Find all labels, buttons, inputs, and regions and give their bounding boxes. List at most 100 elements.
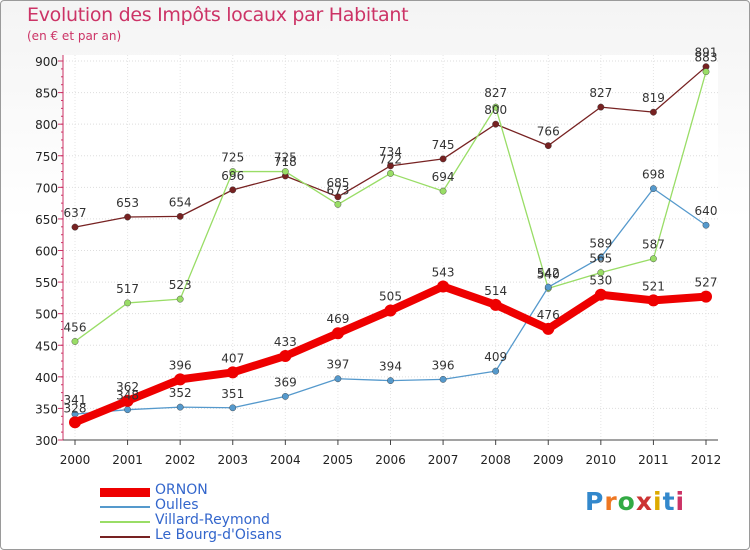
logo-letter: x (635, 487, 653, 516)
logo-letter: r (604, 487, 618, 516)
legend-label: Le Bourg-d'Oisans (155, 527, 282, 543)
data-point (279, 349, 292, 362)
x-tick-label: 2000 (60, 453, 91, 467)
data-label: 409 (484, 350, 507, 364)
data-label: 523 (169, 278, 192, 292)
data-point (121, 394, 134, 407)
data-point (71, 338, 79, 345)
y-tick-label: 550 (35, 276, 58, 290)
data-point (387, 170, 394, 177)
data-point (124, 299, 131, 307)
y-tick-label: 500 (35, 308, 58, 322)
data-label: 394 (379, 360, 402, 374)
data-label: 565 (589, 252, 612, 266)
data-point (69, 416, 81, 429)
x-tick-label: 2007 (428, 453, 459, 467)
data-labels: 328 362 396 407 433 469 505 543 514 476 530 521 527 3… (64, 46, 718, 416)
data-label: 396 (432, 358, 455, 372)
data-label: 725 (274, 151, 297, 165)
data-point (71, 223, 79, 231)
x-tick-label: 2004 (270, 453, 301, 467)
data-label: 456 (64, 320, 87, 334)
logo-letter: i (675, 487, 686, 516)
data-label: 521 (642, 279, 665, 293)
data-label: 637 (64, 206, 87, 220)
axes: 300 350 400 450 500 550 600 650 700 750 800 850 900 2… (35, 55, 721, 467)
x-tick-label: 2010 (586, 453, 617, 467)
x-tick-label: 2008 (480, 453, 511, 467)
data-label: 827 (484, 86, 507, 100)
data-point (229, 404, 237, 412)
proxiti-logo: Proxiti (585, 487, 685, 516)
data-label: 527 (695, 276, 718, 290)
data-point (492, 367, 500, 375)
logo-letter: t (662, 487, 676, 516)
data-label: 587 (642, 238, 665, 252)
data-label: 653 (116, 196, 139, 210)
data-point (226, 366, 239, 379)
data-label: 341 (64, 393, 87, 407)
data-point (544, 142, 552, 150)
data-label: 517 (116, 282, 139, 296)
y-tick-label: 600 (35, 245, 58, 259)
x-tick-label: 2011 (638, 453, 669, 467)
data-point (334, 375, 342, 383)
data-point (176, 295, 184, 303)
data-point (702, 221, 710, 229)
data-label: 673 (326, 183, 349, 197)
x-tick-label: 2006 (375, 453, 406, 467)
data-label: 589 (589, 236, 612, 250)
data-label: 543 (432, 266, 455, 280)
legend-label: ORNON (155, 482, 208, 498)
data-label: 694 (432, 170, 455, 184)
data-label: 505 (379, 290, 402, 304)
data-point (489, 298, 502, 311)
data-point (281, 168, 289, 175)
data-point (174, 373, 187, 386)
data-point (384, 304, 397, 317)
x-tick-label: 2003 (217, 453, 248, 467)
data-label: 883 (695, 51, 718, 65)
data-label: 722 (379, 152, 402, 166)
data-label: 745 (432, 138, 455, 152)
legend-swatch (100, 488, 150, 497)
data-point (124, 213, 131, 221)
x-tick-label: 2005 (323, 453, 354, 467)
data-point (650, 185, 657, 192)
data-label: 514 (484, 284, 507, 298)
data-label: 734 (379, 145, 402, 159)
data-label: 369 (274, 375, 297, 389)
data-label: 800 (484, 103, 507, 117)
y-tick-label: 650 (35, 213, 58, 227)
x-tick-label: 2009 (533, 453, 564, 467)
data-point (331, 327, 344, 340)
chart-title: Evolution des Impôts locaux par Habitant (27, 4, 409, 26)
data-label: 407 (221, 351, 244, 365)
series-layer (69, 63, 712, 429)
data-label: 433 (274, 335, 297, 349)
y-tick-label: 800 (35, 118, 58, 132)
y-tick-label: 700 (35, 181, 58, 195)
data-point (647, 294, 660, 307)
data-point (176, 403, 184, 411)
data-label: 725 (221, 151, 244, 165)
logo-letter: P (585, 487, 605, 516)
data-label: 654 (169, 195, 192, 209)
x-tick-label: 2012 (691, 453, 722, 467)
data-point (492, 120, 500, 128)
data-point (229, 186, 237, 194)
data-point (439, 155, 447, 163)
y-tick-label: 900 (35, 55, 58, 69)
data-point (702, 68, 710, 76)
data-point (437, 280, 450, 293)
data-label: 348 (116, 389, 139, 403)
data-label: 718 (274, 155, 297, 169)
data-label: 698 (642, 168, 665, 182)
data-point (597, 254, 605, 261)
data-point (700, 290, 712, 303)
data-point (492, 103, 500, 111)
logo-letter: o (617, 487, 636, 516)
y-tick-label: 750 (35, 150, 58, 164)
data-point (650, 108, 657, 116)
